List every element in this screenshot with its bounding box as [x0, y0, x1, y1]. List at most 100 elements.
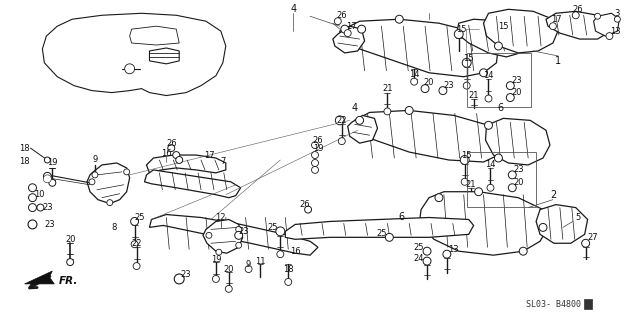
- Circle shape: [384, 108, 391, 115]
- Circle shape: [487, 184, 494, 191]
- Circle shape: [311, 152, 318, 158]
- Circle shape: [43, 172, 51, 180]
- Text: 19: 19: [47, 158, 58, 167]
- Polygon shape: [340, 19, 498, 77]
- Polygon shape: [150, 214, 318, 255]
- Polygon shape: [456, 19, 528, 57]
- Circle shape: [358, 25, 366, 33]
- Circle shape: [614, 16, 620, 22]
- Text: 23: 23: [181, 269, 191, 278]
- Circle shape: [539, 223, 547, 231]
- Polygon shape: [285, 218, 474, 239]
- Text: 25: 25: [376, 229, 387, 238]
- Text: 26: 26: [337, 11, 347, 20]
- Text: 20: 20: [224, 265, 234, 274]
- Text: 27: 27: [587, 233, 598, 242]
- Circle shape: [507, 93, 514, 101]
- Text: 23: 23: [44, 220, 55, 229]
- Circle shape: [479, 69, 488, 77]
- Text: 9: 9: [246, 260, 251, 268]
- Text: 9: 9: [93, 156, 98, 164]
- Circle shape: [311, 142, 318, 148]
- Text: 15: 15: [456, 25, 467, 34]
- Text: 19: 19: [210, 255, 221, 264]
- Text: 3: 3: [615, 9, 620, 18]
- Text: 1: 1: [555, 56, 561, 66]
- Text: 8: 8: [111, 223, 117, 232]
- Circle shape: [131, 241, 138, 248]
- Text: 23: 23: [444, 81, 454, 90]
- Text: 17: 17: [346, 22, 357, 31]
- Polygon shape: [129, 26, 179, 45]
- Polygon shape: [203, 220, 243, 253]
- Circle shape: [423, 257, 431, 265]
- Circle shape: [455, 30, 463, 39]
- Circle shape: [460, 156, 469, 164]
- Text: 17: 17: [204, 150, 214, 160]
- Circle shape: [28, 220, 37, 229]
- Polygon shape: [145, 170, 241, 198]
- Circle shape: [475, 188, 482, 196]
- Circle shape: [276, 227, 285, 236]
- Text: FR.: FR.: [59, 276, 79, 286]
- Circle shape: [206, 232, 212, 238]
- Circle shape: [508, 171, 516, 179]
- Text: 4: 4: [290, 4, 296, 14]
- Circle shape: [125, 64, 134, 74]
- Text: 5: 5: [575, 213, 580, 222]
- Text: 16: 16: [290, 247, 301, 256]
- Circle shape: [216, 249, 222, 255]
- Circle shape: [341, 25, 349, 33]
- Text: 25: 25: [134, 213, 145, 222]
- Circle shape: [339, 138, 346, 145]
- Circle shape: [225, 285, 232, 292]
- Text: 22: 22: [131, 239, 142, 248]
- Circle shape: [277, 251, 284, 258]
- Circle shape: [519, 247, 527, 255]
- Circle shape: [235, 231, 243, 239]
- Text: 20: 20: [424, 78, 434, 87]
- Polygon shape: [484, 9, 558, 53]
- Circle shape: [443, 250, 451, 258]
- Circle shape: [396, 15, 403, 23]
- Circle shape: [334, 18, 341, 25]
- Text: 4: 4: [352, 103, 358, 114]
- Circle shape: [462, 58, 471, 67]
- Polygon shape: [593, 13, 619, 36]
- Circle shape: [92, 172, 98, 178]
- Text: 16: 16: [161, 148, 172, 157]
- Text: 24: 24: [414, 254, 424, 263]
- Circle shape: [236, 242, 242, 248]
- Circle shape: [573, 12, 579, 19]
- Circle shape: [245, 266, 252, 273]
- Text: 15: 15: [463, 54, 474, 63]
- Circle shape: [133, 263, 140, 269]
- Text: SL03- B4800: SL03- B4800: [526, 300, 581, 309]
- Text: 12: 12: [216, 213, 226, 222]
- Text: 26: 26: [313, 136, 323, 145]
- Text: 14: 14: [485, 160, 496, 170]
- Text: 23: 23: [42, 203, 53, 212]
- Polygon shape: [486, 118, 550, 165]
- Text: 19: 19: [313, 144, 323, 153]
- Circle shape: [463, 82, 470, 89]
- Circle shape: [174, 274, 184, 284]
- Circle shape: [311, 166, 318, 173]
- Circle shape: [124, 169, 129, 175]
- Circle shape: [212, 276, 219, 283]
- Circle shape: [236, 227, 242, 232]
- Circle shape: [356, 116, 363, 124]
- Text: 21: 21: [382, 84, 392, 93]
- Circle shape: [405, 107, 413, 114]
- Text: 23: 23: [511, 76, 522, 85]
- Text: 23: 23: [513, 165, 524, 174]
- Circle shape: [311, 159, 318, 166]
- Text: 26: 26: [573, 5, 583, 14]
- Text: 14: 14: [483, 71, 494, 80]
- Text: 20: 20: [513, 178, 524, 187]
- Text: 26: 26: [166, 139, 177, 148]
- Circle shape: [44, 157, 50, 163]
- Text: 20: 20: [65, 235, 75, 244]
- Circle shape: [484, 121, 493, 129]
- Text: 18: 18: [19, 157, 30, 166]
